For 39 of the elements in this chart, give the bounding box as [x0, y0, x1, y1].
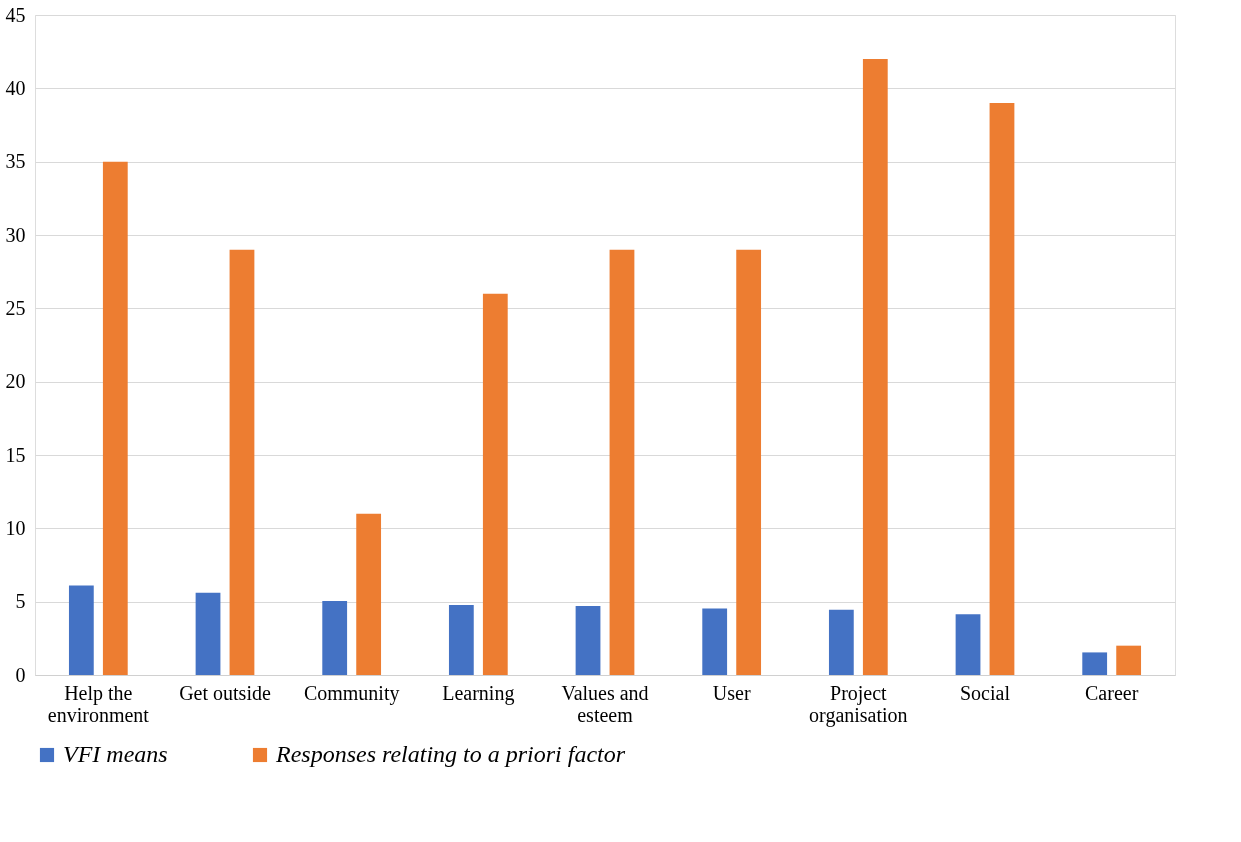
bar — [448, 605, 474, 675]
y-tick-label: 0 — [15, 663, 26, 686]
x-tick-label: Get outside — [179, 681, 271, 704]
bar — [195, 592, 221, 675]
y-tick-label: 15 — [5, 443, 26, 466]
y-tick-label: 20 — [5, 370, 26, 393]
x-tick-label: Help the environment — [47, 681, 150, 726]
bar — [575, 605, 601, 675]
y-tick-label: 30 — [5, 223, 26, 246]
bar — [68, 585, 94, 675]
y-tick-label: 25 — [5, 296, 26, 319]
y-tick-label: 10 — [5, 516, 26, 539]
x-tick-label: Community — [303, 681, 400, 705]
bar — [828, 609, 854, 675]
bar — [356, 513, 382, 675]
bar — [229, 249, 255, 675]
x-tick-label: Learning — [442, 681, 515, 705]
bar — [1116, 645, 1142, 675]
bar — [482, 293, 508, 675]
x-tick-label: Career — [1085, 681, 1139, 704]
y-tick-label: 45 — [5, 3, 26, 26]
y-tick-label: 35 — [5, 150, 26, 173]
x-tick-label: Values and esteem — [561, 681, 649, 726]
bar — [609, 249, 635, 675]
bar — [862, 59, 888, 675]
bar — [989, 103, 1015, 675]
bar — [102, 161, 128, 675]
bar — [736, 249, 762, 675]
x-tick-label: Social — [960, 681, 1011, 704]
bar — [1082, 652, 1108, 675]
bar — [322, 600, 348, 675]
legend-label: Responses relating to a priori factor — [275, 741, 626, 767]
x-tick-label: User — [712, 681, 751, 704]
bar — [702, 608, 728, 675]
y-tick-label: 40 — [5, 76, 26, 99]
legend-label: VFI means — [63, 741, 168, 767]
x-tick-label: Project organisation — [809, 681, 908, 727]
bar — [955, 614, 981, 675]
y-tick-label: 5 — [15, 590, 26, 613]
